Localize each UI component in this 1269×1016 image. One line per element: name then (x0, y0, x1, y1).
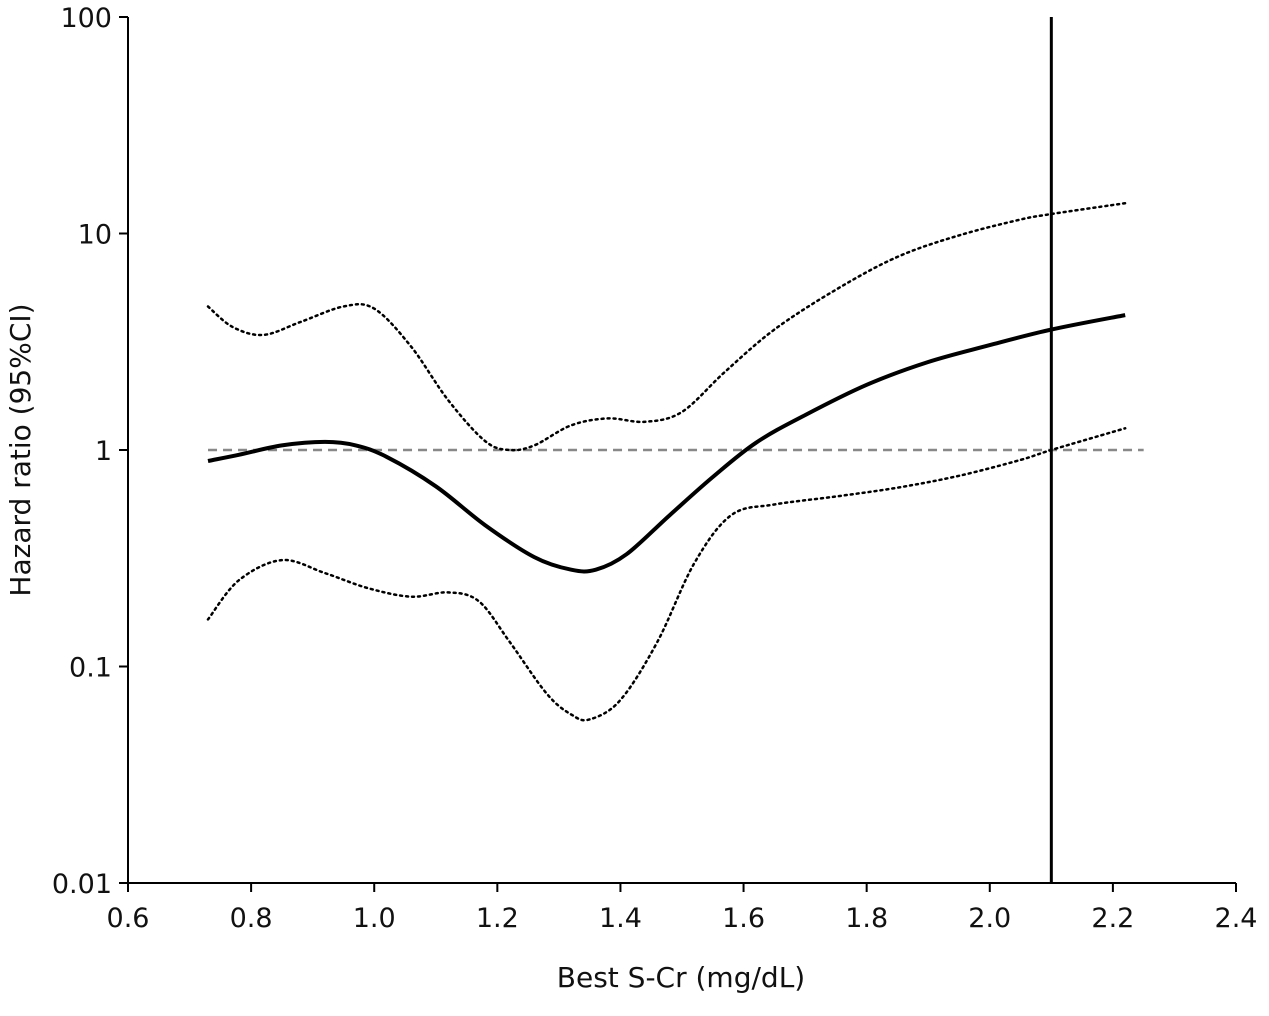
x-axis-title: Best S-Cr (mg/dL) (557, 961, 805, 994)
y-tick-label: 10 (78, 220, 112, 251)
y-tick-label: 1 (95, 436, 112, 467)
series-group (206, 17, 1144, 883)
y-tick-label: 0.1 (69, 653, 112, 684)
hazard-ratio-line (207, 313, 1126, 574)
x-tick-label: 2.4 (1215, 903, 1258, 934)
x-tick-label: 1.2 (476, 903, 519, 934)
lower-ci-line (206, 427, 1127, 722)
x-tick-label: 2.2 (1091, 903, 1134, 934)
x-tick-label: 1.8 (845, 903, 888, 934)
y-tick-label: 0.01 (52, 869, 112, 900)
ticks: 0.01 0.1 1 10 100 0.6 0.8 1.0 1.2 1.4 1.6 1.8 2.0 2.2… (52, 3, 1258, 934)
x-tick-label: 0.8 (230, 903, 273, 934)
y-tick-label: 100 (60, 3, 112, 34)
x-tick-label: 2.0 (968, 903, 1011, 934)
y-axis-title: Hazard ratio (95%CI) (4, 303, 37, 596)
x-tick-label: 1.0 (353, 903, 396, 934)
x-tick-label: 1.4 (599, 903, 642, 934)
upper-ci-line (206, 201, 1127, 452)
x-tick-label: 1.6 (722, 903, 765, 934)
x-tick-label: 0.6 (107, 903, 150, 934)
